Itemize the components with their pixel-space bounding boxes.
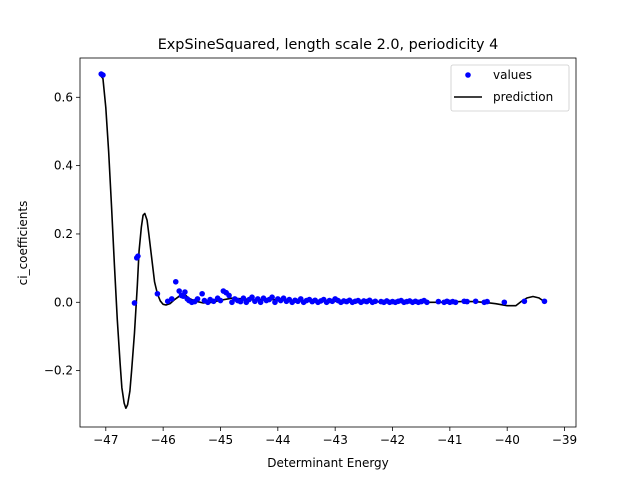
- data-point: [168, 296, 175, 302]
- x-tick-label: −42: [380, 433, 405, 447]
- y-axis-label: ci_coefficients: [16, 201, 30, 286]
- x-tick-label: −39: [552, 433, 577, 447]
- y-tick-label: 0.4: [54, 159, 73, 173]
- plot-area: [98, 71, 548, 410]
- x-tick-label: −46: [150, 433, 175, 447]
- data-point: [226, 292, 232, 299]
- data-point: [484, 298, 490, 305]
- data-point: [472, 298, 479, 305]
- data-point: [269, 294, 275, 300]
- data-point: [541, 298, 548, 305]
- y-tick-label: 0.0: [54, 295, 73, 309]
- data-point: [521, 298, 528, 305]
- data-point: [210, 298, 217, 305]
- data-point: [131, 300, 138, 306]
- y-tick-label: 0.6: [54, 90, 73, 104]
- x-axis: −47 −46 −45 −44 −43 −42 −41 −40 −39: [93, 427, 577, 447]
- data-point: [464, 298, 470, 305]
- data-point: [424, 299, 430, 306]
- data-point: [176, 288, 182, 294]
- x-axis-label: Determinant Energy: [267, 456, 389, 470]
- data-point: [172, 278, 179, 285]
- data-point: [199, 290, 205, 297]
- data-point: [372, 298, 379, 305]
- x-tick-label: −41: [437, 433, 462, 447]
- legend-values-label: values: [493, 68, 532, 82]
- data-point: [217, 297, 224, 304]
- y-tick-label: −0.2: [44, 364, 73, 378]
- data-point: [435, 298, 442, 305]
- legend-prediction-label: prediction: [493, 90, 553, 104]
- data-point: [182, 289, 188, 295]
- data-point: [194, 296, 201, 302]
- x-tick-label: −44: [265, 433, 290, 447]
- data-point: [501, 299, 508, 306]
- data-point: [249, 294, 255, 300]
- data-point: [100, 72, 106, 78]
- data-point: [240, 295, 247, 301]
- legend-values-marker: [465, 72, 471, 78]
- y-tick-label: 0.2: [54, 227, 73, 241]
- x-tick-label: −47: [93, 433, 118, 447]
- axes-frame: [79, 57, 577, 428]
- x-tick-label: −40: [495, 433, 520, 447]
- data-point: [154, 290, 161, 297]
- data-point: [452, 299, 459, 306]
- chart-title: ExpSineSquared, length scale 2.0, period…: [158, 37, 499, 53]
- legend-frame: [450, 64, 570, 112]
- data-point: [135, 253, 141, 259]
- x-tick-label: −43: [323, 433, 348, 447]
- legend: values prediction: [450, 64, 570, 112]
- data-point: [257, 299, 264, 306]
- x-tick-label: −45: [208, 433, 233, 447]
- y-axis: −0.2 0.0 0.2 0.4 0.6: [44, 90, 80, 378]
- data-point: [164, 298, 171, 305]
